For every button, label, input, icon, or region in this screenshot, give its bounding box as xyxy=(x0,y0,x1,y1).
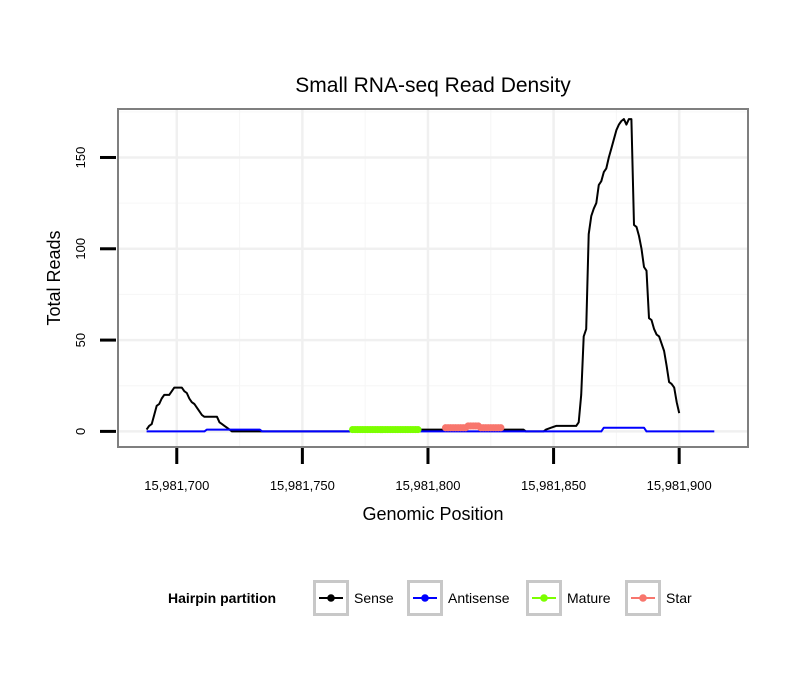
panel-background xyxy=(118,109,748,447)
y-axis-title: Total Reads xyxy=(44,230,64,325)
sense-series-line xyxy=(145,118,681,433)
x-tick-label: 15,981,800 xyxy=(395,478,460,493)
axis-layer: 15,981,700 15,981,750 15,981,800 15,981,850… xyxy=(73,147,712,493)
series-layer xyxy=(145,118,715,434)
x-axis-title: Genomic Position xyxy=(362,504,503,524)
y-tick-label: 0 xyxy=(73,428,88,435)
y-tick-label: 150 xyxy=(73,147,88,169)
mature-point xyxy=(414,425,422,434)
chart-title: Small RNA-seq Read Density xyxy=(295,74,571,97)
legend-swatch-point-mature xyxy=(540,594,548,602)
legend-swatch-point-star xyxy=(639,594,647,602)
legend-label-antisense: Antisense xyxy=(448,590,510,606)
x-tick-label: 15,981,750 xyxy=(270,478,335,493)
legend-swatch-point-sense xyxy=(327,594,335,602)
legend-title: Hairpin partition xyxy=(168,590,276,606)
legend-label-star: Star xyxy=(666,590,692,606)
legend: Hairpin partition Sense Antisense Mature St… xyxy=(168,580,692,616)
legend-swatch-point-antisense xyxy=(421,594,429,602)
x-tick-label: 15,981,700 xyxy=(144,478,209,493)
y-tick-label: 50 xyxy=(73,333,88,347)
panel-border xyxy=(117,108,749,448)
y-tick-label: 100 xyxy=(73,238,88,260)
star-point xyxy=(497,424,505,432)
legend-label-sense: Sense xyxy=(354,590,394,606)
antisense-series-line xyxy=(146,426,715,433)
legend-label-mature: Mature xyxy=(567,590,611,606)
legend-items: Sense Antisense Mature Star xyxy=(313,580,692,616)
x-tick-label: 15,981,850 xyxy=(521,478,586,493)
x-tick-label: 15,981,900 xyxy=(647,478,712,493)
